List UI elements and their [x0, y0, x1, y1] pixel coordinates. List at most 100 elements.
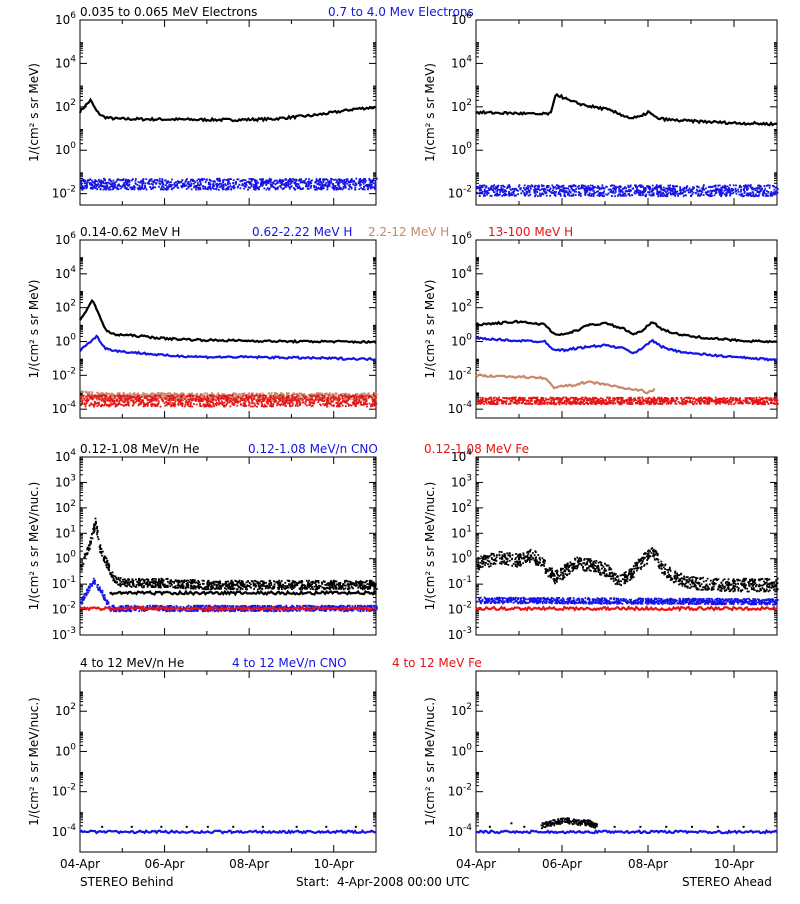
series-0-035-to-0-065-mev-electrons — [475, 92, 778, 127]
data-point — [691, 825, 693, 828]
y-axis-label: 1/(cm² s sr MeV/nuc.) — [27, 697, 41, 826]
series-4-to-12-mev-n-cno — [475, 828, 778, 835]
y-tick-label: 10-2 — [52, 783, 76, 799]
panel-heavy-ions-low-ahead: 10-3 10-2 10-1 100 101 102 103 104 1/(cm² s sr M… — [423, 448, 779, 642]
data-point — [716, 825, 719, 828]
x-tick-label: 06-Apr — [542, 857, 582, 871]
series-4-to-12-mev-n-he — [101, 825, 357, 828]
data-point — [742, 825, 745, 828]
y-tick-label: 100 — [55, 332, 76, 348]
y-tick-label: 103 — [55, 473, 76, 489]
legend-entry: 4 to 12 MeV/n CNO — [232, 656, 347, 670]
series-0-14-0-62-mev-h — [79, 298, 377, 345]
y-tick-label: 104 — [451, 265, 472, 281]
data-point — [206, 825, 209, 828]
panel-heavy-ions-low-behind: 10-3 10-2 10-1 100 101 102 103 104 1/(cm² s sr M… — [27, 448, 378, 642]
legend-entry: 0.62-2.22 MeV H — [252, 225, 352, 239]
y-tick-label: 102 — [55, 702, 76, 718]
y-axis-label: 1/(cm² s sr MeV/nuc.) — [27, 482, 41, 611]
series-points — [80, 394, 378, 408]
y-tick-label: 101 — [55, 524, 76, 540]
series-4-to-12-mev-n-he — [540, 817, 598, 830]
y-axis-label: 1/(cm² s sr MeV) — [423, 63, 437, 162]
x-tick-label: 10-Apr — [314, 857, 354, 871]
series-line — [475, 373, 656, 395]
series-line — [475, 92, 778, 127]
plot-frame — [475, 670, 778, 853]
series-0-7-to-4-0-mev-electrons — [476, 184, 779, 198]
y-tick-label: 106 — [451, 11, 472, 27]
series-line — [475, 319, 778, 344]
series-4-to-12-mev-n-he-sparse- — [488, 822, 745, 828]
legend-entry: 13-100 MeV H — [488, 225, 573, 239]
plot-frame — [79, 670, 377, 853]
y-tick-label: 104 — [55, 448, 76, 464]
legend-entry: 0.12-1.08 MeV/n He — [80, 442, 199, 456]
series-line — [109, 589, 377, 597]
series-0-12-1-08-mev-fe — [79, 604, 377, 613]
data-point — [510, 822, 513, 825]
series-0-12-1-08-mev-n-cno — [476, 596, 779, 606]
y-tick-label: 102 — [55, 98, 76, 114]
x-tick-label: 04-Apr — [60, 857, 100, 871]
y-tick-label: 10-3 — [448, 626, 472, 642]
series-points — [80, 177, 378, 191]
x-tick-label: 08-Apr — [628, 857, 668, 871]
y-axis-label: 1/(cm² s sr MeV/nuc.) — [423, 697, 437, 826]
y-tick-label: 10-2 — [52, 366, 76, 382]
y-tick-label: 100 — [55, 550, 76, 566]
plot-frame — [79, 456, 377, 636]
series-line — [79, 298, 377, 345]
series-0-035-to-0-065-mev-electrons — [78, 97, 377, 123]
series-0-12-1-08-mev-n-he — [80, 517, 378, 591]
y-axis-label: 1/(cm² s sr MeV) — [423, 280, 437, 379]
series-points — [80, 517, 378, 591]
y-tick-label: 100 — [451, 742, 472, 758]
legend-entry: 2.2-12 MeV H — [368, 225, 449, 239]
data-point — [488, 825, 491, 828]
legend-entry: 0.7 to 4.0 Mev Electrons — [328, 5, 474, 19]
series-0-12-1-08-mev-n-he — [476, 547, 779, 593]
series-13-100-mev-h — [476, 396, 779, 406]
x-tick-label: 08-Apr — [229, 857, 269, 871]
y-tick-label: 103 — [451, 473, 472, 489]
series-0-7-to-4-0-mev-electrons — [80, 177, 378, 191]
data-point — [325, 825, 328, 828]
x-tick-label: 04-Apr — [456, 857, 496, 871]
series-points — [476, 547, 779, 593]
panel-electrons-ahead: 10-2 100 102 104 106 1/(cm² s sr MeV) — [423, 11, 779, 206]
y-tick-label: 106 — [55, 231, 76, 247]
series-0-12-1-08-mev-fe — [475, 605, 778, 613]
panel-heavy-ions-high-ahead: 10-4 10-2 100 102 1/(cm² s sr MeV/nuc.) 04-Ap… — [423, 670, 778, 871]
y-tick-label: 10-2 — [448, 783, 472, 799]
series-points — [476, 396, 779, 406]
series-line — [475, 605, 778, 613]
y-tick-label: 102 — [451, 299, 472, 315]
y-tick-label: 102 — [451, 499, 472, 515]
panel-heavy-ions-high-behind: 10-4 10-2 100 102 1/(cm² s sr MeV/nuc.) 04-Ap… — [27, 670, 377, 871]
x-tick-label: 10-Apr — [714, 857, 754, 871]
legend-entry: 0.12-1.08 MeV Fe — [424, 442, 529, 456]
series-points — [476, 184, 779, 198]
y-tick-label: 104 — [451, 448, 472, 464]
panel-protons-ahead: 10-4 10-2 100 102 104 106 1/(cm² s sr MeV) — [423, 231, 779, 419]
panel-protons-behind: 10-4 10-2 100 102 104 106 1/(cm² s sr MeV) — [27, 231, 378, 419]
y-tick-label: 104 — [451, 54, 472, 70]
series-0-14-0-62-mev-h — [475, 319, 778, 344]
data-point — [665, 825, 668, 828]
plot-frame — [79, 239, 377, 419]
y-tick-label: 101 — [451, 524, 472, 540]
y-tick-label: 104 — [55, 54, 76, 70]
series-points — [540, 817, 598, 830]
y-tick-label: 10-2 — [448, 185, 472, 201]
y-tick-label: 102 — [451, 702, 472, 718]
y-tick-label: 102 — [451, 98, 472, 114]
data-point — [523, 825, 526, 828]
series-0-12-1-08-mev-n-he-floor- — [109, 589, 377, 597]
data-point — [613, 825, 616, 828]
y-tick-label: 100 — [451, 332, 472, 348]
legend-entry: 0.14-0.62 MeV H — [80, 225, 180, 239]
y-tick-label: 10-2 — [448, 366, 472, 382]
